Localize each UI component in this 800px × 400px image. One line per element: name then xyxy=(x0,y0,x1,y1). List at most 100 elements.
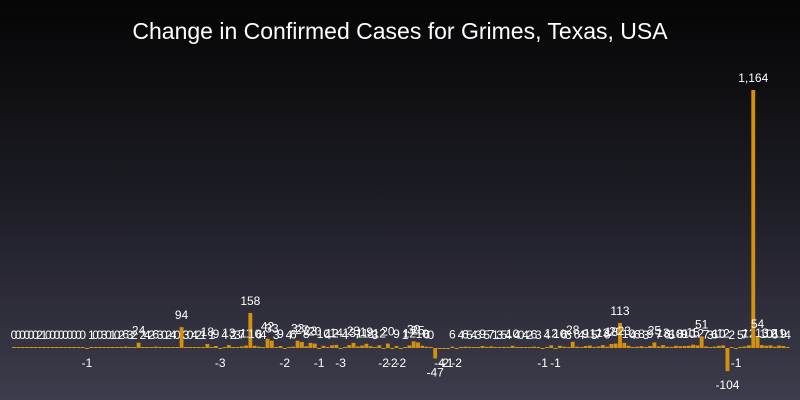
bar-60 xyxy=(269,340,274,348)
bar-value-label-73: 4 xyxy=(324,328,331,342)
bar-value-label-22: 0 xyxy=(105,328,112,342)
bar-42 xyxy=(192,347,197,348)
bar-value-label-55: 158 xyxy=(240,294,260,308)
bar-132 xyxy=(579,347,584,348)
bar-29 xyxy=(136,342,141,348)
bar-128 xyxy=(562,346,567,348)
bar-58 xyxy=(261,347,266,348)
bar-154 xyxy=(673,345,678,348)
bar-value-label-89: 9 xyxy=(393,327,400,341)
bar-164 xyxy=(716,345,721,348)
bar-value-label-49: 4 xyxy=(221,328,228,342)
bar-value-label-179: 9 xyxy=(780,327,787,341)
bar-3 xyxy=(24,347,29,348)
bar-113 xyxy=(497,347,502,348)
bar-125 xyxy=(549,345,554,348)
bar-value-label-104: 4 xyxy=(458,328,465,342)
bar-159 xyxy=(695,345,700,348)
bar-5 xyxy=(33,347,38,348)
bar-160 xyxy=(699,336,704,348)
bar-value-label-103: -2 xyxy=(451,356,462,370)
bar-value-label-56: 10 xyxy=(248,327,262,341)
bar-141 xyxy=(618,322,622,348)
bar-value-label-84: 3 xyxy=(372,328,379,342)
bar-121 xyxy=(532,346,536,348)
bar-89 xyxy=(394,346,399,348)
bar-61 xyxy=(274,347,279,348)
bar-value-label-108: 3 xyxy=(475,328,482,342)
bar-144 xyxy=(630,347,635,348)
bar-36 xyxy=(166,347,171,348)
bar-value-label-2: 0 xyxy=(19,328,26,342)
bar-39 xyxy=(179,327,184,348)
bar-value-label-97: 0 xyxy=(428,328,435,342)
bar-38 xyxy=(175,347,180,348)
bar-value-label-15: 0 xyxy=(75,328,82,342)
bar-28 xyxy=(132,347,137,348)
bar-7 xyxy=(42,347,46,348)
bar-value-label-155: 8 xyxy=(677,327,684,341)
bar-92 xyxy=(407,345,412,348)
bar-value-label-82: 19 xyxy=(360,325,374,339)
bar-130 xyxy=(570,341,575,348)
bar-50 xyxy=(226,345,231,348)
bar-value-label-60: 33 xyxy=(265,322,279,336)
bar-value-label-141: 113 xyxy=(610,304,629,318)
bar-115 xyxy=(506,347,511,348)
bar-value-label-127: 10 xyxy=(553,327,567,341)
bar-91 xyxy=(403,347,408,348)
bar-152 xyxy=(665,346,670,348)
bar-101 xyxy=(446,348,450,349)
bar-value-label-129: 3 xyxy=(565,328,572,342)
bar-value-label-92: 12 xyxy=(403,326,417,340)
bar-value-label-0: 0 xyxy=(11,328,18,342)
bar-value-label-163: 6 xyxy=(711,328,718,342)
bar-value-label-113: 3 xyxy=(496,328,503,342)
bar-155 xyxy=(678,346,683,348)
bar-value-label-109: 9 xyxy=(479,327,486,341)
bar-value-label-165: 12 xyxy=(716,326,730,340)
bar-value-label-177: 6 xyxy=(771,328,778,342)
bar-value-label-111: 7 xyxy=(488,327,495,341)
bar-value-label-41: 0 xyxy=(187,328,194,342)
bar-value-label-101: -1 xyxy=(443,356,454,370)
bar-37 xyxy=(171,347,175,348)
bar-value-label-13: 0 xyxy=(66,328,73,342)
bar-value-label-178: 11 xyxy=(773,327,786,341)
bar-value-label-57: 6 xyxy=(256,328,263,342)
bar-value-label-69: 23 xyxy=(304,324,318,338)
bar-value-label-25: 2 xyxy=(118,328,125,342)
bar-84 xyxy=(373,347,377,348)
bar-value-label-147: 3 xyxy=(642,328,649,342)
bar-100 xyxy=(441,348,446,349)
bar-30 xyxy=(140,347,145,348)
bar-32 xyxy=(149,347,154,348)
bar-value-label-1: 0 xyxy=(15,328,22,342)
bar-81 xyxy=(360,345,365,348)
bar-129 xyxy=(566,347,571,348)
bar-67 xyxy=(299,342,304,348)
bar-value-label-153: 5 xyxy=(668,328,675,342)
bar-158 xyxy=(691,344,696,348)
bar-value-label-122: 3 xyxy=(535,328,542,342)
bar-18 xyxy=(89,347,94,348)
bar-23 xyxy=(110,347,115,348)
bar-value-label-132: 4 xyxy=(578,328,585,342)
bar-value-label-156: 9 xyxy=(681,327,688,341)
bar-120 xyxy=(527,347,532,348)
bar-value-label-87: 20 xyxy=(381,325,395,339)
bar-value-label-66: 33 xyxy=(291,322,305,336)
bar-2 xyxy=(20,347,25,348)
bar-162 xyxy=(708,347,713,348)
bar-value-label-74: 12 xyxy=(325,326,339,340)
bar-49 xyxy=(222,347,227,348)
bar-176 xyxy=(768,345,773,348)
chart-title: Change in Confirmed Cases for Grimes, Te… xyxy=(132,18,668,44)
bar-109 xyxy=(480,346,485,348)
bar-116 xyxy=(510,345,515,348)
bar-value-label-28: 2 xyxy=(131,328,138,342)
bar-value-label-105: 6 xyxy=(462,328,469,342)
bar-80 xyxy=(355,346,360,348)
bar-34 xyxy=(158,347,163,348)
